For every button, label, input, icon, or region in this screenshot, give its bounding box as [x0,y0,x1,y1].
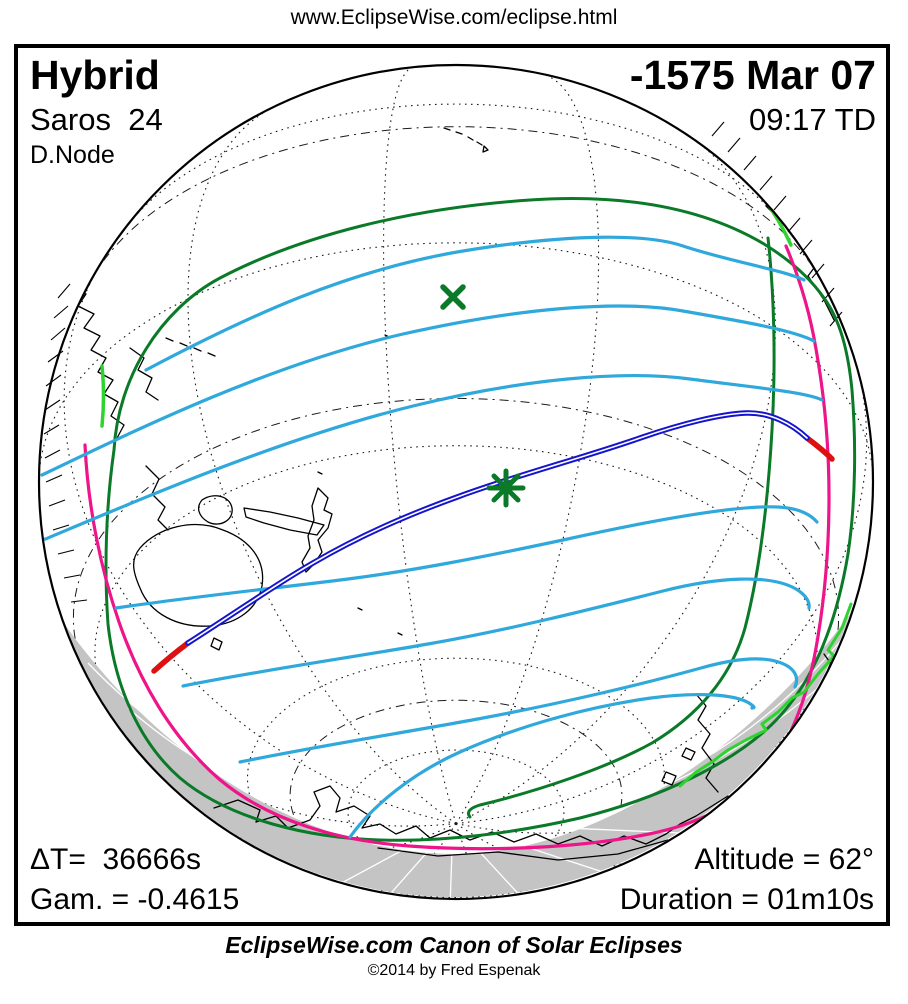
gamma-label: Gam. = -0.4615 [30,883,240,916]
contour-3 [41,374,824,542]
delta-t-label: ΔT= 36666s [30,843,201,876]
rise-set-segment-southeast [678,602,853,788]
greatest-eclipse-star-marker [486,468,526,508]
footer-title: EclipseWise.com Canon of Solar Eclipses [225,932,683,958]
eclipse-time-label: 09:17 TD [749,102,876,137]
borneo-coast [197,495,233,525]
globe-limb [37,63,875,901]
asia-coast [69,285,125,441]
atoll-specks [317,334,403,636]
central-path-gap [187,412,808,644]
hawaii-islands [443,127,489,153]
annular-end-southwest [151,640,191,674]
graticule-line [56,604,457,827]
penumbral-limit-outline [104,197,857,842]
eclipse-x-marker [440,284,466,310]
night-shade [63,614,850,898]
contour-7 [348,692,756,839]
duration-label: Duration = 01m10s [619,883,874,916]
philippines-coast [145,465,169,531]
graticule-line [383,66,457,824]
graticule-line [40,242,872,483]
graticule-line [94,445,818,731]
footer-copyright: ©2014 by Fred Espenak [367,962,541,979]
saros-label: Saros 24 [30,102,163,137]
node-label: D.Node [30,141,115,169]
graticule-line [125,103,787,228]
tropic-circle-line [72,397,840,679]
australia-coast [132,523,264,627]
eclipse-date-label: -1575 Mar 07 [629,52,876,98]
rise-set-segment-northeast [721,153,793,247]
antarctic-peninsula-coast [695,693,719,793]
altitude-label: Altitude = 62° [694,843,874,876]
magnitude-contours [40,235,824,839]
tasmania-coast [210,637,223,651]
new-guinea-coast [243,507,325,536]
site-url-text: www.EclipseWise.com/eclipse.html [290,6,618,29]
contour-1 [144,235,806,372]
contour-4 [114,505,819,610]
contour-6 [238,657,799,764]
map-frame: Hybrid Saros 24 D.Node -1575 Mar 07 09:1… [14,44,890,926]
contour-5 [181,577,811,688]
antarctica-inner-coast [377,839,669,861]
rise-set-segment-west [100,364,106,428]
island-chain [165,337,216,357]
graticule-line [455,73,600,824]
limb-hatching-top-right [711,121,843,327]
eclipse-type-label: Hybrid [30,52,160,98]
graticule-line [63,258,457,825]
peninsula-islands [661,747,696,786]
limb-hatching-left [43,283,88,603]
contour-2 [40,304,816,477]
eclipse-globe-map [37,63,875,901]
graticule-line [455,138,776,825]
tropic-circle-line [91,126,821,279]
